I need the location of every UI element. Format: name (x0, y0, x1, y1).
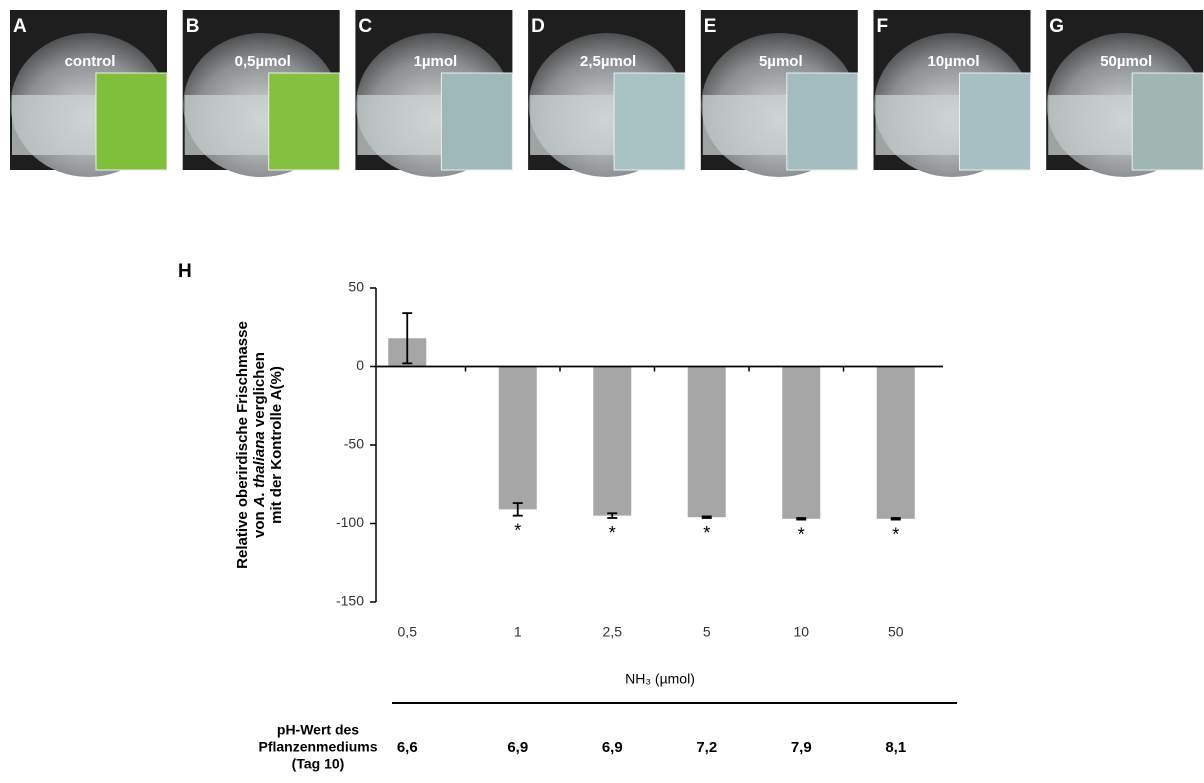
significance-mark: * (892, 524, 899, 544)
y-axis-label-part: A. thaliana (251, 431, 268, 508)
y-tick-label: -100 (336, 514, 364, 530)
y-axis-label-line: Relative oberirdische Frischmasse (234, 321, 251, 569)
x-tick-label: 2,5 (603, 624, 623, 640)
ph-value: 7,9 (791, 739, 812, 756)
ph-row-label: pH-Wert des (277, 722, 359, 738)
inset (614, 73, 685, 170)
bar (688, 367, 726, 518)
x-tick-label: 1 (514, 624, 522, 640)
panel-letter: D (531, 16, 545, 37)
error-bar (702, 516, 712, 518)
bar (499, 367, 537, 510)
panel-label: 2,5µmol (580, 53, 636, 70)
significance-mark: * (703, 523, 710, 543)
x-tick-label: 10 (793, 624, 809, 640)
panel-letter: A (13, 16, 27, 37)
error-bar (796, 518, 806, 520)
figure: Acontrol B 0,5µmol C 1µmol D 2,5µmol E 5µmol F 10µ… (0, 0, 1204, 783)
x-tick-label: 0,5 (398, 624, 418, 640)
y-axis-label-line: mit der Kontrolle A(%) (268, 366, 285, 524)
panel-letter: G (1049, 16, 1064, 37)
inset (269, 73, 340, 170)
ph-value: 6,9 (602, 739, 623, 756)
y-axis-label-part: verglichen (251, 352, 268, 431)
inset (1132, 73, 1203, 170)
ph-value: 6,9 (507, 739, 528, 756)
panel-letter: F (877, 16, 889, 37)
inset (441, 73, 512, 170)
panel-letter: E (704, 16, 717, 37)
ph-value: 7,2 (696, 739, 717, 756)
panel-letter: C (358, 16, 372, 37)
ph-row-label: Pflanzenmediums (258, 739, 377, 755)
ph-value: 6,6 (397, 739, 418, 756)
panel-label: control (65, 53, 116, 70)
inset (787, 73, 858, 170)
panel-label: 10µmol (928, 53, 980, 70)
significance-mark: * (514, 520, 521, 540)
inset (96, 73, 167, 170)
x-tick-label: 50 (888, 624, 904, 640)
panel-label: 5µmol (759, 53, 803, 70)
inset (960, 73, 1031, 170)
y-tick-label: -50 (344, 436, 364, 452)
significance-mark: * (798, 524, 805, 544)
y-tick-label: 0 (356, 357, 364, 373)
y-tick-label: -150 (336, 593, 364, 609)
y-axis-label-part: von (251, 507, 268, 538)
panel-label: 1µmol (414, 53, 458, 70)
x-tick-label: 5 (703, 624, 711, 640)
bar (782, 367, 820, 519)
ph-row-label: (Tag 10) (292, 756, 345, 772)
bar (877, 367, 915, 519)
panel-letter: H (178, 261, 192, 282)
panel-label: 0,5µmol (235, 53, 291, 70)
y-axis-label: Relative oberirdische Frischmassevon A. … (234, 321, 285, 569)
panel-label: 50µmol (1100, 53, 1152, 70)
panel-letter: B (186, 16, 200, 37)
ph-value: 8,1 (885, 739, 906, 756)
significance-mark: * (609, 523, 616, 543)
y-axis-label-line: von A. thaliana verglichen (251, 352, 268, 538)
error-bar (891, 518, 901, 520)
x-axis-label: NH₃ (µmol) (625, 671, 695, 687)
bar (593, 367, 631, 516)
y-tick-label: 50 (348, 279, 364, 295)
